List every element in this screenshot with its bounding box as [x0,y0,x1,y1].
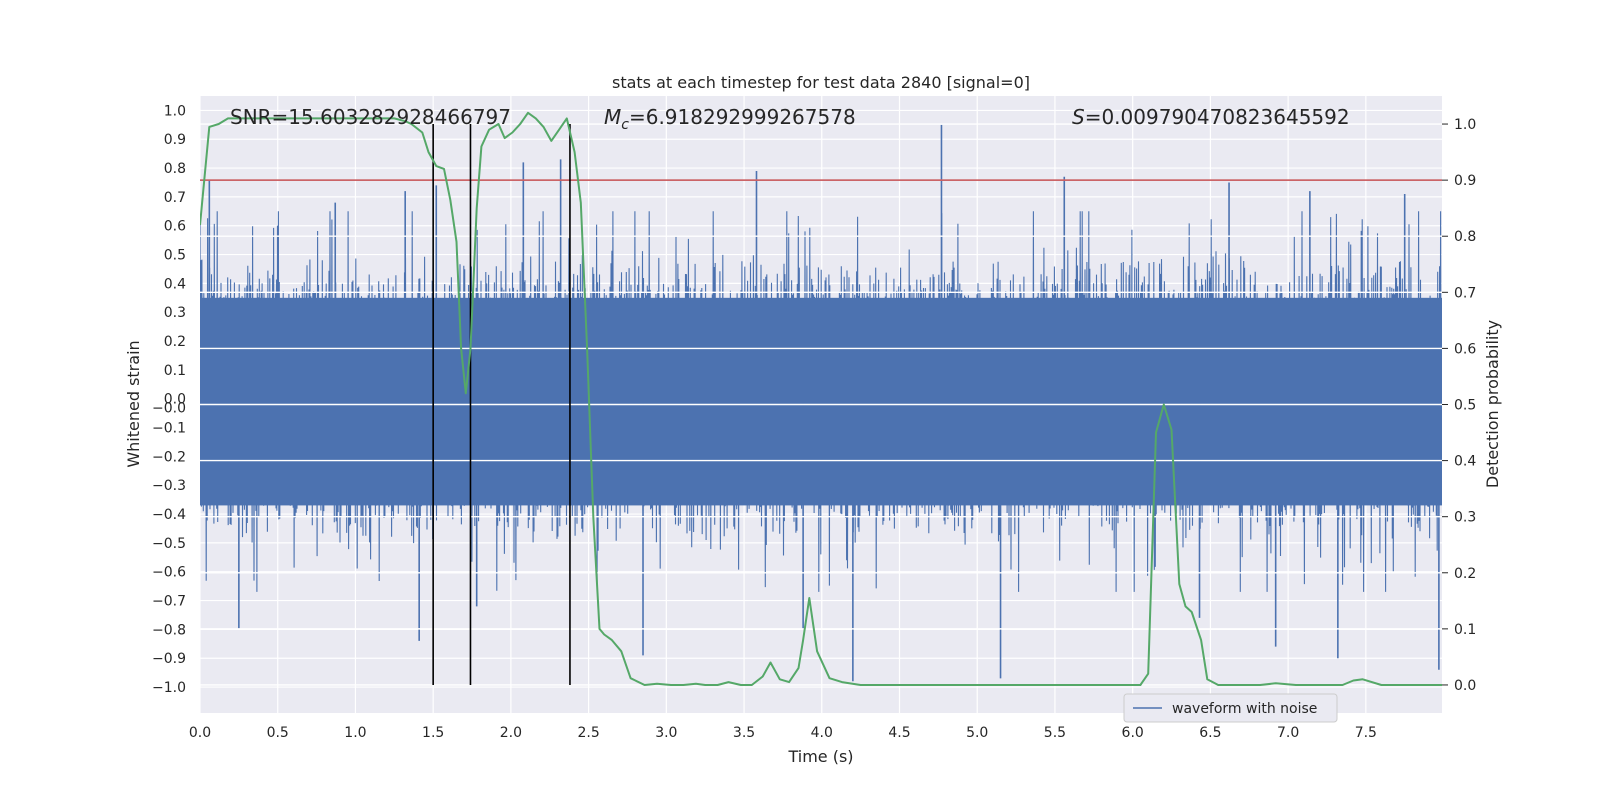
x-tick-label: 3.5 [733,725,755,741]
x-tick-label: 5.0 [966,725,988,741]
x-tick-label: 5.5 [1044,725,1066,741]
threshold-line [200,123,1442,686]
y-right-tick-label: 0.8 [1454,229,1476,245]
legend-label: waveform with noise [1172,701,1317,717]
y-left-tick-label: 0.7 [164,190,186,206]
y-left-tick-label: 0.8 [164,161,186,177]
y-right-tick-label: 0.6 [1454,341,1476,357]
x-tick-label: 2.0 [500,725,522,741]
y-left-tick-label: 0.2 [164,334,186,350]
x-axis-label: Time (s) [787,747,853,766]
y-left-tick-label: −0.5 [152,536,186,552]
x-tick-label: 6.5 [1199,725,1221,741]
snr-annotation: SNR=15.603282928466797 [230,105,511,129]
x-tick-label: 6.0 [1122,725,1144,741]
s-value: =0.009790470823645592 [1085,105,1350,129]
legend-box [1123,693,1338,723]
chirp-mass-annotation: Mc=6.918292999267578 [604,105,856,133]
y-left-tick-label: −0.2 [152,449,186,465]
x-tick-label: 0.5 [267,725,289,741]
x-tick-label: 4.0 [811,725,833,741]
y-right-tick-label: 0.3 [1454,510,1476,526]
plot-area [200,111,1442,686]
y-left-tick-label: 0.5 [164,248,186,264]
y-left-tick-label: −0.6 [152,565,186,581]
waveform-series [200,124,1442,682]
y-left-tick-label: −0.7 [152,594,186,610]
y-right-tick-label: 1.0 [1454,117,1476,133]
y-left-tick-label: 0.0 [164,392,186,408]
y-left-tick-label: 0.1 [164,363,186,379]
y-left-tick-label: −0.3 [152,478,186,494]
s-symbol: S [1072,105,1085,129]
y-right-tick-label: 0.4 [1454,454,1476,470]
y-right-tick-label: 0.2 [1454,566,1476,582]
x-tick-label: 3.0 [655,725,677,741]
y-left-tick-label: −1.0 [152,680,186,696]
y-right-tick-label: 0.1 [1454,622,1476,638]
y-axis-right: 1.0 0.9 0.8 0.7 0.6 0.5 0.4 0.3 0.2 0.1 0.0 [1442,117,1476,694]
x-tick-label: 2.5 [577,725,599,741]
chirp-mass-subscript: c [621,117,629,133]
legend: waveform with noise [1123,693,1338,723]
waveform-core-band [200,297,1442,506]
x-tick-label: 0.0 [189,725,211,741]
x-tick-label: 4.5 [888,725,910,741]
y-axis-right-label: Detection probability [1483,320,1502,488]
y-axis-left-label: Whitened strain [124,340,143,467]
chirp-mass-symbol: M [604,105,621,129]
chart-title: stats at each timestep for test data 284… [612,73,1030,92]
vertical-markers [432,124,571,685]
y-left-tick-label: 1.0 [164,103,186,119]
probability-line [200,111,1442,686]
x-tick-label: 7.0 [1277,725,1299,741]
y-left-tick-label: 0.4 [164,276,186,292]
probability-series [200,111,1442,686]
x-tick-label: 1.5 [422,725,444,741]
y-left-tick-label: 0.3 [164,305,186,321]
y-left-tick-label: −0.1 [152,421,186,437]
y-right-tick-label: 0.7 [1454,285,1476,301]
x-tick-label: 7.5 [1355,725,1377,741]
x-axis: 0.0 0.5 1.0 1.5 2.0 2.5 3.0 3.5 4.0 4.5 5.0 5.5 6.0 6… [189,725,1377,741]
y-left-tick-label: −0.9 [152,651,186,667]
chirp-mass-value: =6.918292999267578 [629,105,856,129]
s-annotation: S=0.009790470823645592 [1072,105,1350,129]
y-left-tick-label: −0.4 [152,507,186,523]
y-axis-left: 1.0 0.9 0.8 0.7 0.6 0.5 0.4 0.3 0.2 0.1 0.0−0.0 −0.… [152,103,186,696]
y-left-tick-label: 0.9 [164,132,186,148]
x-tick-label: 1.0 [344,725,366,741]
y-left-tick-label: −0.8 [152,622,186,638]
y-left-tick-label: 0.6 [164,219,186,235]
y-right-tick-label: 0.5 [1454,398,1476,414]
y-left-tick-label: −0.0 [152,400,186,416]
y-right-tick-label: 0.0 [1454,678,1476,694]
y-right-tick-label: 0.9 [1454,173,1476,189]
